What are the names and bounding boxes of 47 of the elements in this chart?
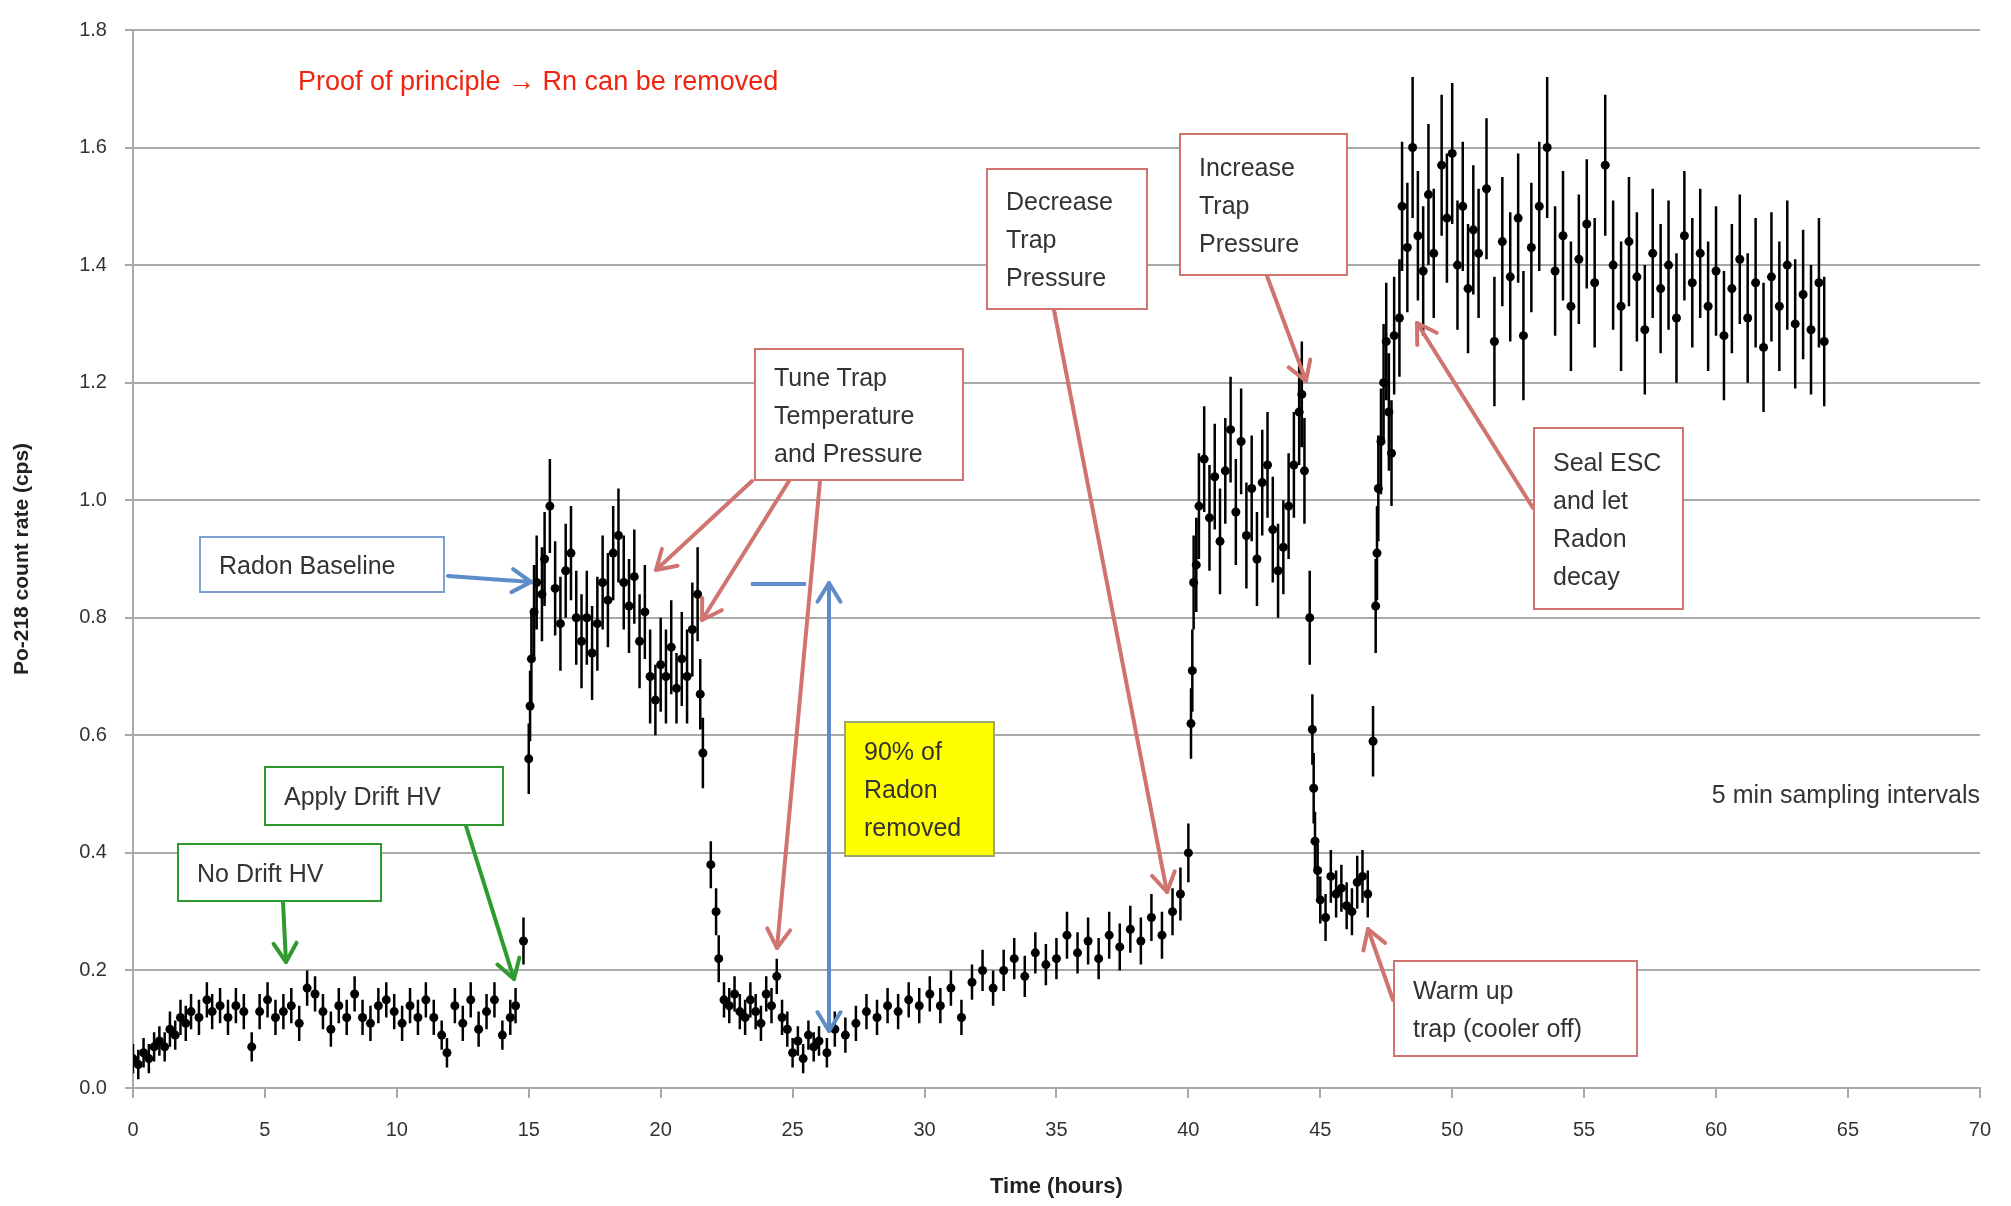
y-tick-label: 0.8 (79, 605, 107, 628)
x-tick-label: 20 (649, 1117, 672, 1140)
callout-box: Radon Baseline (199, 536, 445, 593)
x-tick-label: 55 (1572, 1117, 1596, 1140)
callout-box: 90% of Radon removed (844, 721, 995, 857)
annotation: No Drift HV (197, 857, 324, 889)
y-tick-label: 1.8 (79, 17, 107, 40)
callout-box: Seal ESC and let Radon decay (1533, 427, 1684, 610)
annotation: Tune Trap Temperature and Pressure (774, 361, 923, 469)
y-tick-label: 0.0 (79, 1075, 107, 1098)
callout-box: No Drift HV (177, 843, 382, 902)
x-tick-label: 5 (259, 1117, 271, 1140)
annotation: Warm up trap (cooler off) (1413, 974, 1583, 1044)
annotation: Decrease Trap Pressure (1006, 186, 1113, 293)
x-tick-label: 0 (127, 1117, 139, 1140)
annotation: Seal ESC and let Radon decay (1553, 446, 1662, 592)
y-tick-label: 1.0 (79, 487, 107, 510)
callout-box: Increase Trap Pressure (1179, 133, 1348, 276)
y-tick-label: 0.2 (79, 957, 107, 980)
callout-box: Apply Drift HV (264, 766, 504, 826)
x-tick-label: 70 (1968, 1117, 1991, 1140)
y-tick-label: 1.6 (79, 135, 107, 158)
x-tick-label: 65 (1836, 1117, 1860, 1140)
y-axis-title: Po-218 count rate (cps) (9, 442, 33, 676)
annotation: Apply Drift HV (284, 781, 441, 812)
x-tick-label: 15 (517, 1117, 540, 1140)
x-axis-title: Time (hours) (990, 1172, 1123, 1198)
annotation: Increase Trap Pressure (1199, 151, 1300, 259)
annotation: 90% of Radon removed (864, 736, 962, 843)
y-tick-label: 1.2 (79, 370, 107, 393)
text: Proof of principle → Rn can be removed (298, 65, 779, 97)
x-tick-label: 40 (1177, 1117, 1200, 1140)
x-tick-label: 50 (1441, 1117, 1464, 1140)
callout-box: Warm up trap (cooler off) (1393, 960, 1638, 1057)
annotation: Radon Baseline (219, 549, 396, 581)
callout-box: Tune Trap Temperature and Pressure (754, 348, 964, 481)
y-tick-label: 1.4 (79, 252, 107, 275)
y-tick-label: 0.4 (79, 840, 107, 863)
x-tick-label: 35 (1045, 1117, 1068, 1140)
x-tick-label: 25 (781, 1117, 804, 1140)
x-tick-label: 60 (1704, 1117, 1728, 1140)
x-tick-label: 10 (385, 1117, 408, 1140)
annotation: 5 min sampling intervals (1711, 779, 1980, 810)
x-tick-label: 30 (913, 1117, 936, 1140)
callout-box: Decrease Trap Pressure (986, 168, 1148, 310)
y-tick-label: 0.6 (79, 722, 107, 745)
x-tick-label: 45 (1309, 1117, 1332, 1140)
